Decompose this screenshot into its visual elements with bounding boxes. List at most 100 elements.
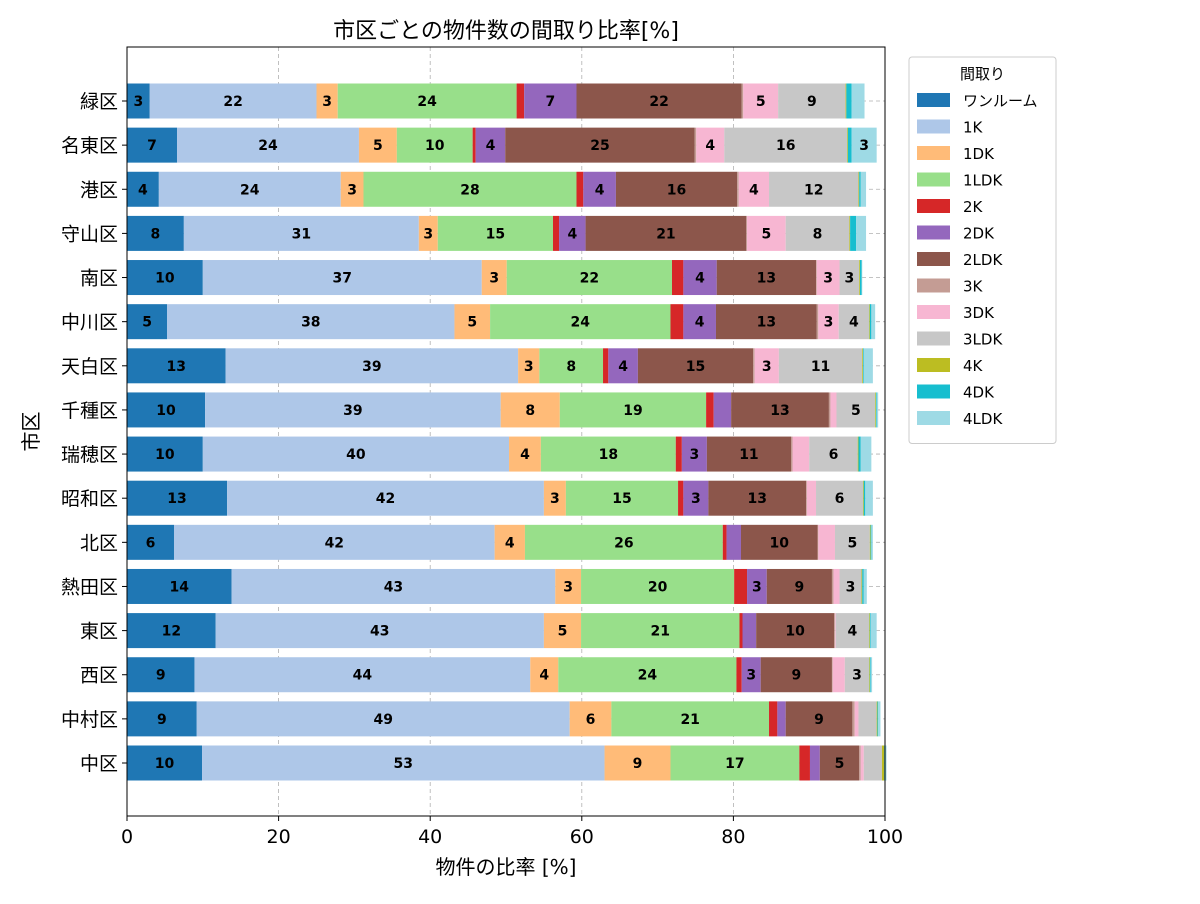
segment-value-label: 4 [595,182,605,198]
bar-segment [830,392,837,428]
segment-value-label: 4 [567,226,577,242]
segment-value-label: 15 [486,226,505,242]
bar-segment [816,480,864,516]
bar-segment [777,701,786,737]
bar-segment [603,348,609,384]
bar-segment [860,745,864,781]
segment-value-label: 4 [695,271,705,287]
bar-segment [524,83,577,119]
segment-value-label: 9 [807,94,817,110]
bars-layer [127,83,887,781]
y-tick-label: 名東区 [61,135,118,157]
bar-segment [847,127,848,163]
segment-value-label: 5 [851,403,861,419]
x-tick-label: 0 [121,826,133,848]
segment-value-label: 13 [748,491,767,507]
bar-segment [127,260,203,296]
legend-label: 1LDK [963,172,1003,190]
bar-segment [559,215,586,251]
bar-segment [225,348,519,384]
segment-value-label: 14 [170,579,190,595]
bar-segment [740,524,818,560]
bar-segment [167,304,455,340]
bar-segment [863,348,873,384]
bar-segment [844,657,870,693]
segment-value-label: 11 [739,447,758,463]
segment-value-label: 8 [813,226,823,242]
bar-segment [358,127,397,163]
bar-segment [816,304,819,340]
legend-swatch [917,225,950,240]
segment-value-label: 9 [156,668,166,684]
segment-value-label: 5 [756,94,766,110]
segment-value-label: 18 [599,447,618,463]
segment-value-label: 10 [156,403,176,419]
segment-value-label: 3 [746,668,756,684]
segment-value-label: 24 [417,94,437,110]
bar-segment [885,745,887,781]
bar-segment [816,260,840,296]
segment-value-label: 3 [524,359,534,375]
legend-label: 3DK [963,304,995,322]
bar-segment [713,392,732,428]
bar-segment [316,83,338,119]
bar-segment [806,480,817,516]
bar-segment [861,260,863,296]
bar-segment [861,568,863,604]
segment-value-label: 21 [656,226,675,242]
segment-value-label: 5 [467,315,477,331]
y-tick-label: 熱田区 [61,576,118,598]
segment-value-label: 12 [162,624,181,640]
bar-segment [500,392,560,428]
segment-value-label: 24 [571,315,591,331]
bar-segment [678,480,684,516]
bar-segment [863,745,882,781]
bar-segment [736,657,742,693]
segment-value-label: 39 [343,403,362,419]
segment-value-label: 3 [691,491,701,507]
segment-value-label: 5 [142,315,152,331]
bar-segment [173,524,495,560]
bar-segment [127,127,178,163]
bar-segment [875,392,876,428]
bar-segment [490,304,671,340]
segment-value-label: 5 [835,756,845,772]
bar-segment [722,524,727,560]
bar-segment [565,480,679,516]
bar-segment [731,392,829,428]
bar-segment [716,260,817,296]
x-tick-label: 20 [267,826,291,848]
chart-title: 市区ごとの物件数の間取り比率[%] [333,19,679,44]
segment-value-label: 13 [757,271,776,287]
y-tick-label: 中村区 [61,709,118,731]
bar-segment [127,480,228,516]
bar-segment [683,304,716,340]
bar-segment [516,83,525,119]
bar-segment [539,348,604,384]
bar-segment [558,657,737,693]
y-tick-label: 西区 [80,665,118,687]
legend-swatch [917,305,950,319]
segment-value-label: 13 [757,315,776,331]
segment-value-label: 3 [347,182,357,198]
segment-labels-layer: 3 22 3 24 7 22 5 97 24 5 10 4 25 4 16 34 24 3 28 4 16 4 128 31 3… [133,94,869,772]
legend-label: ワンルーム [963,92,1038,110]
bar-segment [683,480,709,516]
segment-value-label: 4 [848,624,858,640]
legend-swatch [917,411,950,425]
bar-segment [506,260,673,296]
bar-segment [869,524,871,560]
bar-segment [876,392,879,428]
bar-segment [672,260,684,296]
segment-value-label: 9 [794,579,804,595]
y-tick-label: 北区 [80,532,118,554]
segment-value-label: 10 [155,447,175,463]
bar-segment [856,215,867,251]
bar-segment [149,83,317,119]
bar-segment [708,480,807,516]
segment-value-label: 4 [505,535,515,551]
legend-label: 3K [963,278,984,296]
segment-value-label: 5 [848,535,858,551]
bar-segment [183,215,419,251]
